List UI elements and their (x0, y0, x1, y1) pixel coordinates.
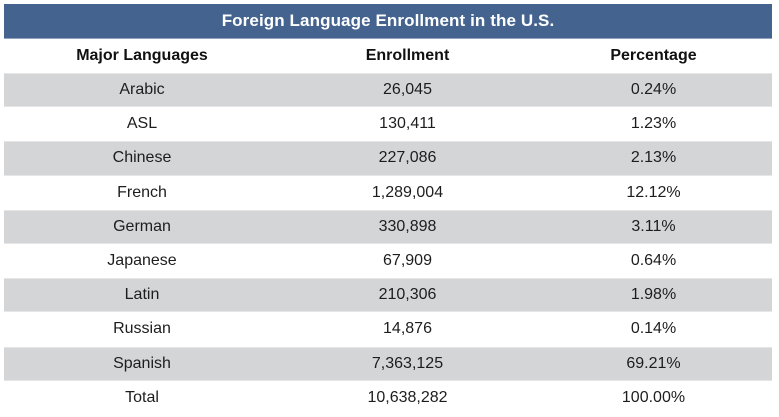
percentage-cell: 12.12% (626, 183, 681, 201)
percentage-cell: 3.11% (631, 217, 676, 235)
enrollment-cell: 330,898 (378, 217, 437, 235)
table-row: ASL 130,411 1.23% (4, 107, 772, 141)
enrollment-cell: 26,045 (383, 81, 432, 99)
enrollment-table: Foreign Language Enrollment in the U.S. … (4, 4, 772, 415)
enrollment-cell: 7,363,125 (371, 354, 444, 372)
table-row: Chinese 227,086 2.13% (4, 141, 772, 176)
percentage-cell: 1.23% (630, 115, 677, 133)
percentage-cell: 0.14% (630, 320, 677, 338)
language-cell: ASL (126, 115, 158, 133)
enrollment-cell: 67,909 (383, 252, 432, 270)
enrollment-cell: 210,306 (378, 286, 437, 304)
language-cell: German (113, 217, 171, 235)
table-row: Arabic 26,045 0.24% (4, 73, 772, 108)
table-row: Japanese 67,909 0.64% (4, 244, 772, 278)
total-label-cell: Total (125, 388, 159, 406)
language-cell: Chinese (112, 149, 172, 167)
column-header-enrollment: Enrollment (365, 47, 450, 64)
total-enrollment-cell: 10,638,282 (367, 388, 448, 406)
language-cell: Spanish (113, 354, 171, 372)
percentage-cell: 0.24% (630, 81, 677, 99)
table-row: German 330,898 3.11% (4, 209, 772, 244)
percentage-cell: 1.98% (630, 286, 677, 304)
language-cell: Russian (113, 320, 171, 338)
column-header-percentage: Percentage (610, 47, 697, 64)
language-cell: French (117, 183, 167, 201)
percentage-cell: 0.64% (630, 252, 677, 270)
language-cell: Latin (124, 286, 160, 304)
language-cell: Japanese (107, 252, 177, 270)
percentage-cell: 2.13% (630, 149, 677, 167)
table-header-row: Major Languages Enrollment Percentage (4, 39, 772, 73)
enrollment-cell: 227,086 (378, 149, 437, 167)
enrollment-cell: 130,411 (379, 115, 436, 133)
table-row: Spanish 7,363,125 69.21% (4, 346, 772, 381)
table-total-row: Total 10,638,282 100.00% (4, 381, 772, 415)
total-percentage-cell: 100.00% (621, 388, 686, 406)
enrollment-cell: 1,289,004 (371, 183, 444, 201)
language-cell: Arabic (119, 81, 165, 99)
enrollment-cell: 14,876 (383, 320, 432, 338)
percentage-cell: 69.21% (626, 354, 681, 372)
column-header-language: Major Languages (76, 47, 208, 64)
table-row: Russian 14,876 0.14% (4, 312, 772, 346)
table-row: French 1,289,004 12.12% (4, 176, 772, 210)
table-row: Latin 210,306 1.98% (4, 278, 772, 313)
table-title: Foreign Language Enrollment in the U.S. (4, 4, 772, 39)
